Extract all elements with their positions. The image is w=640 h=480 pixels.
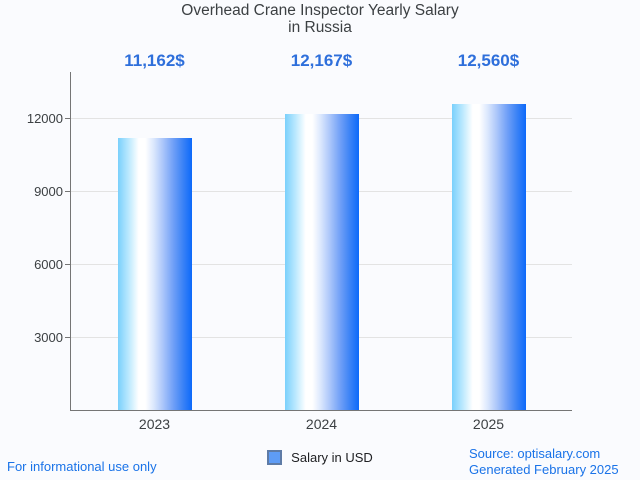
legend: Salary in USD bbox=[0, 450, 640, 465]
chart-title-line2: in Russia bbox=[288, 18, 352, 36]
footer-source-block: Source: optisalary.com Generated Februar… bbox=[469, 446, 619, 478]
bar-2024 bbox=[284, 114, 359, 410]
bar-value-label: 11,162$ bbox=[124, 51, 185, 70]
chart-title-line1: Overhead Crane Inspector Yearly Salary bbox=[181, 2, 459, 19]
footer-disclaimer: For informational use only bbox=[7, 459, 157, 474]
legend-swatch-icon bbox=[267, 450, 283, 465]
generated-date: Generated February 2025 bbox=[469, 462, 619, 477]
y-axis-label: 6000 bbox=[34, 257, 63, 272]
y-axis-label: 9000 bbox=[34, 184, 63, 199]
bar-2023 bbox=[117, 138, 192, 410]
x-axis-label: 2023 bbox=[138, 416, 171, 432]
x-axis-label: 2024 bbox=[305, 416, 338, 432]
bar-2025 bbox=[451, 104, 526, 410]
y-axis-tick bbox=[65, 337, 71, 338]
bar-value-label: 12,560$ bbox=[457, 51, 520, 70]
plot-area: 3000 6000 9000 12000 2023 11,162$ 2024 12,167$ 2… bbox=[27, 51, 572, 432]
x-axis-label: 2025 bbox=[472, 416, 505, 432]
chart-title: Overhead Crane Inspector Yearly Salary i… bbox=[0, 2, 640, 36]
y-axis-tick bbox=[65, 191, 71, 192]
legend-label: Salary in USD bbox=[291, 450, 373, 465]
y-axis-tick bbox=[65, 264, 71, 265]
y-axis-label: 3000 bbox=[34, 330, 63, 345]
bar-value-label: 12,167$ bbox=[290, 51, 353, 70]
y-axis-tick bbox=[65, 118, 71, 119]
y-axis-label: 12000 bbox=[26, 111, 63, 126]
source-link[interactable]: Source: optisalary.com bbox=[469, 446, 601, 461]
